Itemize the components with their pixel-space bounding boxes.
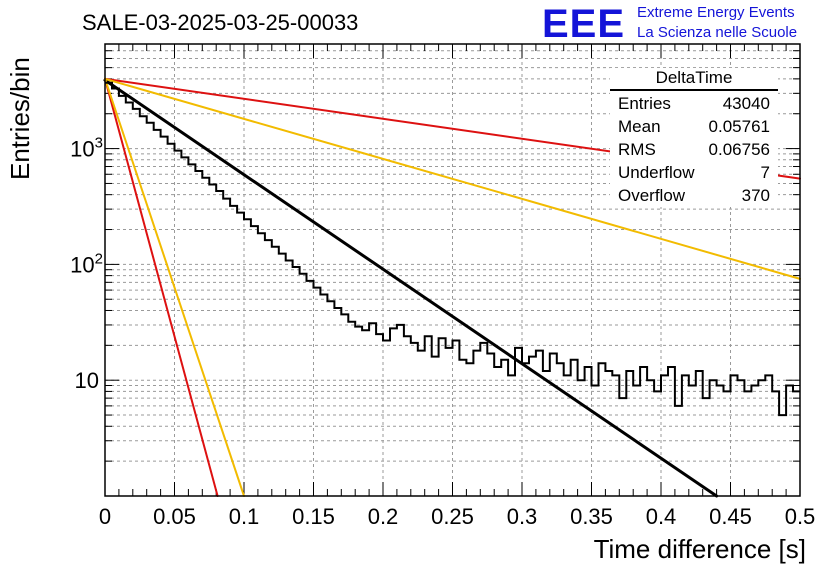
x-tick-label: 0.25 (431, 504, 474, 529)
stats-row: Overflow 370 (610, 184, 778, 207)
stats-label: RMS (618, 140, 656, 159)
x-tick-label: 0.35 (570, 504, 613, 529)
stats-value: 7 (760, 163, 770, 182)
y-tick-label: 103 (70, 135, 103, 162)
x-tick-label: 0.4 (646, 504, 677, 529)
stats-row: RMS 0.06756 (610, 138, 778, 161)
y-tick-label: 10 (75, 368, 99, 393)
eee-logo: EEE (542, 2, 626, 46)
stats-label: Overflow (618, 186, 686, 205)
grid (105, 44, 800, 496)
stats-label: Mean (618, 117, 661, 136)
stats-title: DeltaTime (610, 68, 778, 91)
x-tick-label: 0.45 (709, 504, 752, 529)
plot-frame (104, 43, 801, 497)
fit-line-red (104, 77, 219, 497)
stats-label: Entries (618, 94, 671, 113)
histogram-outline (105, 81, 800, 417)
x-tick-label: 0.3 (507, 504, 538, 529)
stats-row: Entries 43040 (610, 92, 778, 115)
stats-value: 0.06756 (708, 140, 770, 159)
tick-labels: 0 0.05 0.1 0.15 0.2 0.25 0.3 0.35 0.4 0.45 0.5 10 10… (70, 135, 815, 529)
chart-title: SALE-03-2025-03-25-00033 (82, 10, 359, 35)
stats-row: Mean 0.05761 (610, 115, 778, 138)
stats-label: Underflow (618, 163, 695, 182)
x-tick-label: 0.5 (785, 504, 816, 529)
plot-border (104, 43, 801, 497)
fit-curves (103, 77, 801, 498)
x-axis-label: Time difference [s] (593, 534, 806, 564)
fit-line-yellow (104, 77, 801, 280)
y-axis-label: Entries/bin (5, 57, 35, 180)
x-tick-label: 0.1 (229, 504, 260, 529)
logo-subtitle-2: La Scienza nelle Scuole (637, 24, 798, 41)
stats-value: 0.05761 (708, 117, 770, 136)
stats-row: Underflow 7 (610, 161, 778, 184)
logo-subtitle-1: Extreme Energy Events (637, 4, 795, 21)
histogram (105, 81, 800, 417)
x-tick-label: 0.05 (153, 504, 196, 529)
x-tick-label: 0.15 (292, 504, 335, 529)
fit-line-yellow (104, 77, 245, 497)
x-tick-label: 0 (99, 504, 111, 529)
y-tick-label: 102 (70, 250, 103, 277)
stats-value: 370 (741, 186, 770, 205)
fit-line-black (103, 78, 719, 498)
stats-value: 43040 (722, 94, 770, 113)
x-tick-label: 0.2 (368, 504, 399, 529)
stats-box: DeltaTime Entries 43040 Mean 0.05761 RMS… (610, 68, 778, 207)
